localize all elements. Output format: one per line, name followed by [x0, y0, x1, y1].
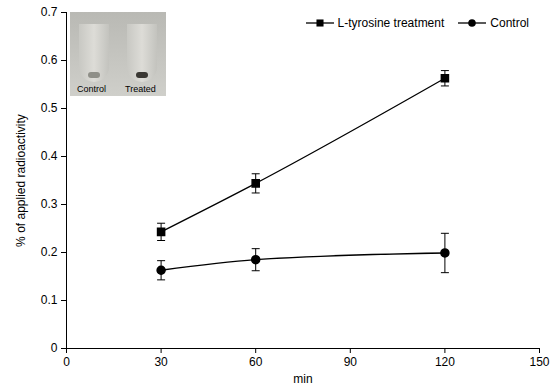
html-text:Control: Control [77, 84, 106, 94]
svg-text:0.4: 0.4 [41, 149, 58, 163]
html-text:L-tyrosine treatment: L-tyrosine treatment [337, 16, 445, 30]
svg-text:0.7: 0.7 [41, 5, 58, 19]
svg-text:60: 60 [249, 355, 263, 369]
svg-text:30: 30 [154, 355, 168, 369]
svg-text:% of applied radioactivity: % of applied radioactivity [14, 114, 28, 247]
svg-text:0.3: 0.3 [41, 197, 58, 211]
svg-text:0.5: 0.5 [41, 101, 58, 115]
svg-text:0.2: 0.2 [41, 245, 58, 259]
html-text:Treated: Treated [125, 84, 156, 94]
svg-text:150: 150 [529, 355, 549, 369]
svg-text:min: min [293, 372, 312, 386]
svg-text:0: 0 [63, 355, 70, 369]
svg-text:0.6: 0.6 [41, 53, 58, 67]
svg-text:0.1: 0.1 [41, 293, 58, 307]
svg-text:120: 120 [435, 355, 455, 369]
html-text:Control: Control [490, 16, 529, 30]
svg-text:0: 0 [51, 341, 58, 355]
svg-text:90: 90 [344, 355, 358, 369]
